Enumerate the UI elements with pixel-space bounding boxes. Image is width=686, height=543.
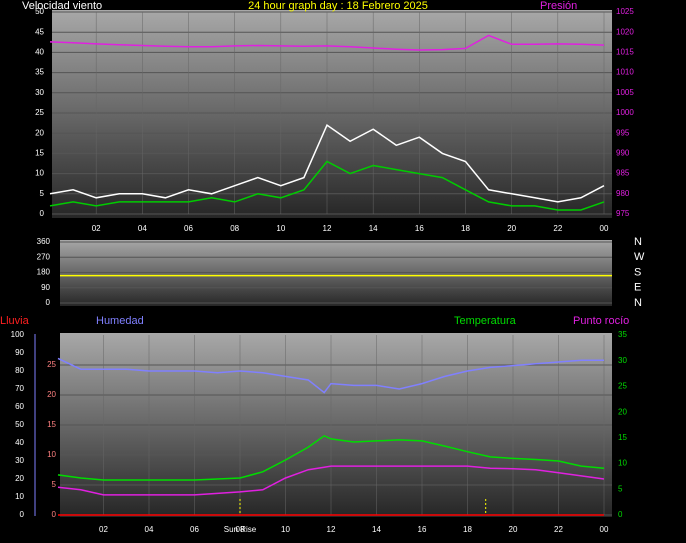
chart-title: 24 hour graph day : 18 Febrero 2025: [248, 0, 428, 12]
y-tick-label: 180: [37, 268, 51, 277]
y2-tick-label: 10: [618, 459, 627, 468]
pressure-label: Presión: [540, 0, 577, 12]
y-tick-label: 90: [41, 283, 50, 292]
x-tick-label: 18: [461, 224, 470, 233]
x-tick-label: 16: [418, 525, 427, 534]
y-tick-label: 5: [40, 189, 45, 198]
x-tick-label: 20: [507, 224, 516, 233]
x-tick-label: 02: [99, 525, 108, 534]
y2-tick-label: 15: [618, 433, 627, 442]
x-tick-label: 06: [190, 525, 199, 534]
y2-tick-label: 1005: [616, 88, 634, 97]
y2-tick-label: 1015: [616, 48, 634, 57]
y-tick-label: 25: [35, 108, 44, 117]
y3-tick-label: 10: [47, 450, 56, 459]
y3-tick-label: 5: [52, 480, 57, 489]
y-tick-label: 10: [35, 169, 44, 178]
rain-label: Lluvia: [0, 315, 30, 327]
y-tick-label: 20: [35, 128, 44, 137]
y-tick-label: 20: [15, 474, 24, 483]
x-tick-label: 22: [553, 224, 562, 233]
x-tick-label: 12: [327, 525, 336, 534]
x-tick-label: 02: [92, 224, 101, 233]
y-tick-label: 40: [35, 48, 44, 57]
y2-tick-label: E: [634, 282, 641, 294]
wind-label: Velocidad viento: [22, 0, 102, 12]
y2-tick-label: 1010: [616, 68, 634, 77]
y2-tick-label: W: [634, 251, 645, 263]
x-tick-label: 20: [509, 525, 518, 534]
series-line: [49, 123, 605, 203]
y2-tick-label: 1020: [616, 27, 634, 36]
y-tick-label: 270: [37, 252, 51, 261]
y3-tick-label: 20: [47, 390, 56, 399]
y-tick-label: 0: [40, 209, 45, 218]
y-tick-label: 40: [15, 438, 24, 447]
y-tick-label: 15: [35, 149, 44, 158]
x-tick-label: 08: [230, 224, 239, 233]
x-tick-label: 16: [415, 224, 424, 233]
y2-tick-label: 980: [616, 189, 630, 198]
y2-tick-label: N: [634, 297, 642, 309]
series-line: [57, 357, 604, 394]
y2-tick-label: 1000: [616, 108, 634, 117]
y3-tick-label: 0: [52, 510, 57, 519]
temperature-label: Temperatura: [454, 315, 517, 327]
y2-tick-label: 0: [618, 510, 623, 519]
y2-tick-label: 990: [616, 149, 630, 158]
y2-tick-label: 35: [618, 330, 627, 339]
x-tick-label: 08: [236, 525, 245, 534]
sun-label: Sun Rise: [224, 525, 257, 534]
y2-tick-label: S: [634, 266, 641, 278]
y2-tick-label: N: [634, 236, 642, 248]
y2-tick-label: 985: [616, 169, 630, 178]
y-tick-label: 30: [35, 88, 44, 97]
x-tick-label: 18: [463, 525, 472, 534]
x-tick-label: 10: [276, 224, 285, 233]
x-tick-label: 12: [323, 224, 332, 233]
humidity-label: Humedad: [96, 315, 144, 327]
y-tick-label: 0: [46, 298, 51, 307]
y-tick-label: 45: [35, 27, 44, 36]
y3-tick-label: 15: [47, 420, 56, 429]
y-tick-label: 70: [15, 384, 24, 393]
y2-tick-label: 20: [618, 407, 627, 416]
series-line: [49, 160, 605, 211]
x-tick-label: 06: [184, 224, 193, 233]
series-line: [57, 434, 605, 481]
y-tick-label: 60: [15, 402, 24, 411]
x-tick-label: 22: [554, 525, 563, 534]
dewpoint-label: Punto rocío: [573, 315, 629, 327]
y-tick-label: 30: [15, 456, 24, 465]
y3-tick-label: 25: [47, 360, 56, 369]
y-tick-label: 35: [35, 68, 44, 77]
x-tick-label: 14: [372, 525, 381, 534]
series-line: [57, 465, 605, 496]
y-tick-label: 90: [15, 348, 24, 357]
wind-panel: [52, 10, 612, 218]
y-tick-label: 50: [35, 7, 44, 16]
x-tick-label: 04: [138, 224, 147, 233]
y2-tick-label: 975: [616, 209, 630, 218]
y-tick-label: 100: [11, 330, 25, 339]
x-tick-label: 04: [145, 525, 154, 534]
x-tick-label: 10: [281, 525, 290, 534]
x-tick-label: 14: [369, 224, 378, 233]
y2-tick-label: 1025: [616, 7, 634, 16]
y2-tick-label: 995: [616, 128, 630, 137]
y2-tick-label: 25: [618, 382, 627, 391]
y-tick-label: 10: [15, 492, 24, 501]
y-tick-label: 80: [15, 366, 24, 375]
x-tick-label: 00: [600, 525, 609, 534]
y-tick-label: 50: [15, 420, 24, 429]
y-tick-label: 360: [37, 237, 51, 246]
y2-tick-label: 5: [618, 484, 623, 493]
x-tick-label: 00: [600, 224, 609, 233]
series-line: [49, 34, 605, 51]
y-tick-label: 0: [20, 510, 25, 519]
y2-tick-label: 30: [618, 356, 627, 365]
